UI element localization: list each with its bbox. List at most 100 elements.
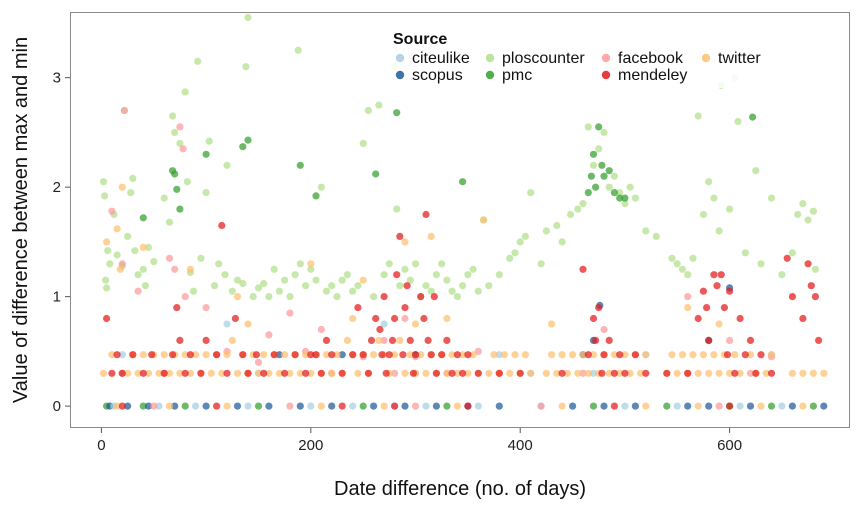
point-twitter-87 xyxy=(558,351,566,359)
point-pmc-3 xyxy=(173,185,181,193)
point-citeulike-11 xyxy=(673,402,681,410)
point-citeulike-7 xyxy=(422,402,430,410)
point-ploscounter-121 xyxy=(705,178,713,186)
point-facebook-6 xyxy=(176,123,184,131)
point-mendeley-43 xyxy=(385,351,393,359)
point-mendeley-76 xyxy=(598,369,606,377)
point-scopus-10 xyxy=(401,402,409,410)
point-twitter-67 xyxy=(443,369,451,377)
point-pmc-30 xyxy=(443,402,451,410)
point-ploscounter-34 xyxy=(221,271,229,279)
legend-label-twitter: twitter xyxy=(718,50,761,67)
point-mendeley-34 xyxy=(354,304,362,312)
point-ploscounter-101 xyxy=(579,200,587,208)
legend-swatch-pmc xyxy=(485,70,495,80)
point-ploscounter-63 xyxy=(359,139,367,147)
point-ploscounter-91 xyxy=(511,249,519,257)
point-facebook-39 xyxy=(715,402,723,410)
point-mendeley-11 xyxy=(181,369,189,377)
point-mendeley-29 xyxy=(317,369,325,377)
point-twitter-126 xyxy=(820,369,828,377)
point-pmc-18 xyxy=(598,161,606,169)
y-tick-label-1: 1 xyxy=(53,289,61,306)
point-twitter-22 xyxy=(207,369,215,377)
legend-swatch-citeulike xyxy=(395,53,405,63)
point-twitter-85 xyxy=(548,351,556,359)
point-pmc-11 xyxy=(393,109,401,117)
point-scopus-16 xyxy=(631,402,640,410)
point-mendeley-25 xyxy=(291,351,299,359)
point-ploscounter-21 xyxy=(169,112,177,120)
point-ploscounter-35 xyxy=(223,161,231,169)
point-facebook-24 xyxy=(726,336,734,344)
point-twitter-17 xyxy=(181,351,189,359)
point-ploscounter-36 xyxy=(228,287,236,295)
point-ploscounter-89 xyxy=(495,271,503,279)
point-ploscounter-52 xyxy=(302,282,310,290)
point-ploscounter-11 xyxy=(127,189,135,197)
point-mendeley-60 xyxy=(432,369,440,377)
point-mendeley-59 xyxy=(430,293,438,301)
point-mendeley-111 xyxy=(213,402,221,410)
point-ploscounter-93 xyxy=(521,232,530,240)
point-twitter-149 xyxy=(694,402,702,410)
point-ploscounter-17 xyxy=(144,243,153,251)
point-mendeley-35 xyxy=(359,351,367,359)
point-facebook-5 xyxy=(171,265,179,273)
point-pmc-28 xyxy=(254,402,263,410)
point-facebook-13 xyxy=(286,309,294,317)
point-ploscounter-29 xyxy=(197,254,205,262)
point-ploscounter-12 xyxy=(129,174,137,182)
point-ploscounter-133 xyxy=(788,249,797,257)
point-mendeley-66 xyxy=(464,351,472,359)
point-mendeley-63 xyxy=(448,369,456,377)
point-twitter-37 xyxy=(286,369,294,377)
point-ploscounter-137 xyxy=(809,207,818,215)
point-mendeley-40 xyxy=(378,351,386,359)
point-ploscounter-100 xyxy=(574,205,582,213)
point-ploscounter-104 xyxy=(595,145,603,153)
point-ploscounter-111 xyxy=(631,194,640,202)
point-twitter-89 xyxy=(569,351,577,359)
point-ploscounter-92 xyxy=(516,238,524,246)
point-pmc-31 xyxy=(589,402,598,410)
point-mendeley-22 xyxy=(260,369,268,377)
point-mendeley-17 xyxy=(223,369,231,377)
point-ploscounter-19 xyxy=(160,194,168,202)
point-ploscounter-32 xyxy=(210,282,219,290)
point-ploscounter-72 xyxy=(401,265,409,273)
point-mendeley-23 xyxy=(270,351,278,359)
point-mendeley-81 xyxy=(621,369,629,377)
point-twitter-112 xyxy=(705,369,713,377)
point-twitter-83 xyxy=(527,369,535,377)
point-mendeley-32 xyxy=(338,369,346,377)
point-ploscounter-64 xyxy=(364,106,372,115)
point-twitter-99 xyxy=(621,351,629,359)
point-twitter-71 xyxy=(464,369,472,377)
x-tick-label-0: 0 xyxy=(97,437,105,454)
point-ploscounter-7 xyxy=(113,251,121,259)
point-mendeley-92 xyxy=(717,271,725,279)
legend-swatch-mendeley xyxy=(601,70,611,80)
point-pmc-16 xyxy=(592,183,600,191)
point-pmc-19 xyxy=(600,172,608,180)
point-pmc-8 xyxy=(296,161,304,169)
point-ploscounter-30 xyxy=(202,189,210,197)
point-twitter-133 xyxy=(715,320,723,328)
point-mendeley-58 xyxy=(427,351,435,359)
point-twitter-45 xyxy=(328,369,336,377)
point-citeulike-23 xyxy=(223,320,231,328)
point-ploscounter-71 xyxy=(396,282,404,290)
point-ploscounter-37 xyxy=(233,276,242,284)
point-ploscounter-50 xyxy=(294,46,302,54)
point-mendeley-108 xyxy=(811,293,820,301)
point-mendeley-50 xyxy=(403,282,411,290)
point-ploscounter-68 xyxy=(385,260,393,268)
point-mendeley-86 xyxy=(694,314,702,323)
point-ploscounter-44 xyxy=(265,293,273,301)
point-ploscounter-138 xyxy=(811,265,820,273)
point-scopus-11 xyxy=(432,402,440,410)
legend-label-pmc: pmc xyxy=(502,67,532,84)
